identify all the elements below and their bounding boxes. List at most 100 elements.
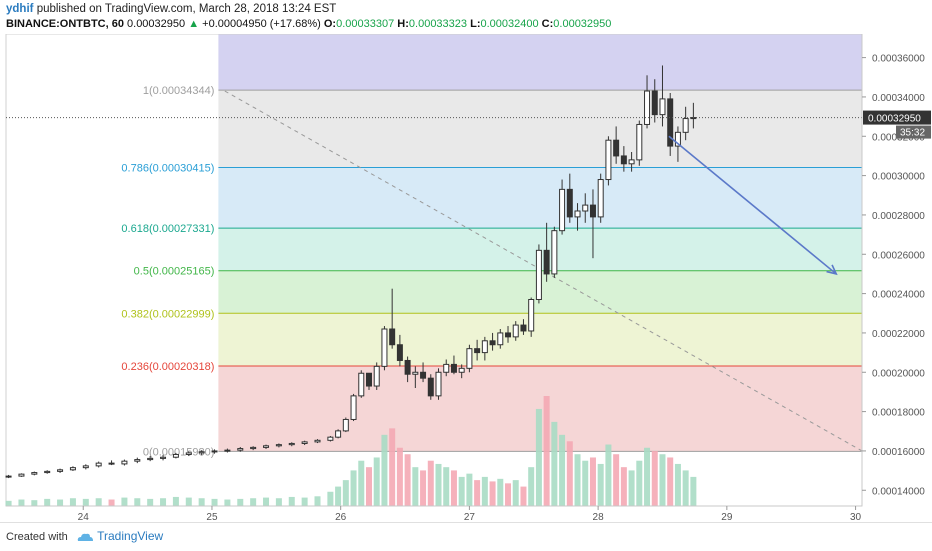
- volume-bar-11: [147, 498, 154, 506]
- candle-body-60: [597, 179, 604, 218]
- volume-bar-31: [373, 457, 380, 506]
- fib-zone-5: [218, 313, 862, 367]
- candle-body-69: [667, 98, 674, 147]
- volume-bar-1: [18, 499, 25, 506]
- close-label: C:: [541, 18, 554, 30]
- candle-body-34: [396, 344, 403, 361]
- x-tick-label-3: 27: [464, 512, 476, 522]
- candle-body-51: [528, 299, 535, 332]
- candle-body-1: [18, 473, 25, 477]
- volume-bar-15: [198, 498, 205, 506]
- volume-bar-33: [389, 428, 396, 506]
- candle-body-39: [435, 371, 442, 397]
- candle-body-42: [458, 367, 465, 373]
- x-tick-label-6: 30: [850, 512, 862, 522]
- volume-bars: [5, 396, 697, 506]
- volume-bar-17: [224, 499, 231, 506]
- candle-body-68: [659, 98, 666, 116]
- candle-body-53: [543, 249, 550, 275]
- candle-body-49: [512, 324, 519, 338]
- low-value: 0.00032400: [480, 18, 539, 30]
- author-link[interactable]: ydhif: [6, 3, 34, 15]
- price-chart[interactable]: 1(0.00034344) 0.786(0.00030415) 0.618(0.00…: [0, 34, 932, 522]
- projection-arrow[interactable]: [668, 135, 838, 276]
- open-label: O:: [323, 18, 337, 30]
- fib-label-2: 0.618(0.00027331): [121, 223, 214, 235]
- candle-body-6: [82, 465, 89, 469]
- close-value: 0.00032950: [553, 18, 612, 30]
- arrow-shaft: [668, 135, 837, 275]
- x-axis[interactable]: 24 25 26 27 28 29 30: [6, 505, 862, 522]
- candle-body-37: [420, 371, 427, 379]
- last-price: 0.00032950: [127, 18, 186, 30]
- candle-body-5: [69, 467, 76, 471]
- volume-bar-41: [450, 470, 457, 506]
- fib-label-1: 0.786(0.00030415): [121, 162, 214, 174]
- candle-body-26: [335, 430, 342, 438]
- trend-line[interactable]: [224, 90, 863, 452]
- dashed-trend-line: [224, 90, 863, 452]
- volume-bar-64: [628, 470, 635, 506]
- y-tick-label-6: 0.00026000: [872, 250, 925, 261]
- fib-zone-0: [218, 34, 862, 91]
- volume-bar-53: [543, 396, 550, 506]
- candle-body-28: [350, 395, 357, 420]
- volume-bar-47: [497, 478, 504, 506]
- y-tick-label-2: 0.00018000: [872, 408, 925, 419]
- volume-bar-29: [358, 460, 365, 506]
- candle-body-62: [613, 139, 620, 157]
- candle-body-22: [288, 442, 295, 446]
- volume-bar-61: [605, 444, 612, 506]
- candle-body-32: [381, 328, 388, 367]
- volume-bar-51: [528, 467, 535, 506]
- volume-bar-49: [512, 480, 519, 506]
- volume-bar-28: [350, 470, 357, 506]
- chart-header: ydhif published on TradingView.com, Marc…: [0, 0, 932, 34]
- tradingview-logo[interactable]: TradingView: [76, 529, 163, 543]
- volume-bar-20: [263, 497, 270, 506]
- y-axis[interactable]: 0.00014000 0.00016000 0.00018000 0.00020000…: [861, 34, 931, 506]
- volume-bar-70: [674, 463, 681, 506]
- candle-body-8: [108, 462, 115, 465]
- candles: [5, 65, 697, 479]
- y-tick-label-1: 0.00016000: [872, 447, 925, 458]
- candle-body-18: [237, 448, 244, 451]
- y-tick-label-0: 0.00014000: [872, 486, 925, 497]
- volume-bar-32: [381, 434, 388, 506]
- volume-bar-45: [481, 476, 488, 506]
- candle-body-12: [160, 456, 167, 459]
- x-tick-label-4: 28: [593, 512, 605, 522]
- candle-body-35: [404, 359, 411, 375]
- volume-bar-38: [427, 460, 434, 506]
- volume-bar-10: [134, 498, 141, 506]
- volume-bar-44: [474, 480, 481, 506]
- volume-bar-68: [659, 454, 666, 506]
- candle-body-3: [44, 470, 51, 474]
- candle-body-47: [497, 332, 504, 346]
- volume-bar-13: [172, 496, 179, 506]
- fib-zone-2: [218, 167, 862, 229]
- candle-body-19: [250, 446, 257, 450]
- candle-body-57: [574, 210, 581, 218]
- volume-bar-60: [597, 463, 604, 506]
- candle-body-4: [57, 469, 64, 472]
- volume-bar-67: [651, 451, 658, 506]
- candle-body-64: [628, 159, 635, 165]
- volume-bar-48: [505, 483, 512, 506]
- candle-body-9: [121, 460, 128, 465]
- y-tick-label-4: 0.00022000: [872, 329, 925, 340]
- price-tag-label: 0.00032950: [868, 114, 921, 125]
- countdown-bg: [896, 125, 931, 139]
- volume-bar-37: [420, 470, 427, 506]
- volume-bar-58: [582, 460, 589, 506]
- candle-body-67: [651, 90, 658, 116]
- volume-bar-39: [435, 463, 442, 506]
- volume-bar-36: [412, 467, 419, 506]
- volume-bar-56: [566, 441, 573, 506]
- candle-body-66: [644, 90, 651, 125]
- symbol-label[interactable]: BINANCE:ONTBTC, 60: [6, 18, 124, 30]
- volume-bar-16: [211, 498, 218, 506]
- candle-body-17: [224, 449, 231, 452]
- candle-body-65: [636, 123, 643, 161]
- candle-body-58: [582, 204, 589, 212]
